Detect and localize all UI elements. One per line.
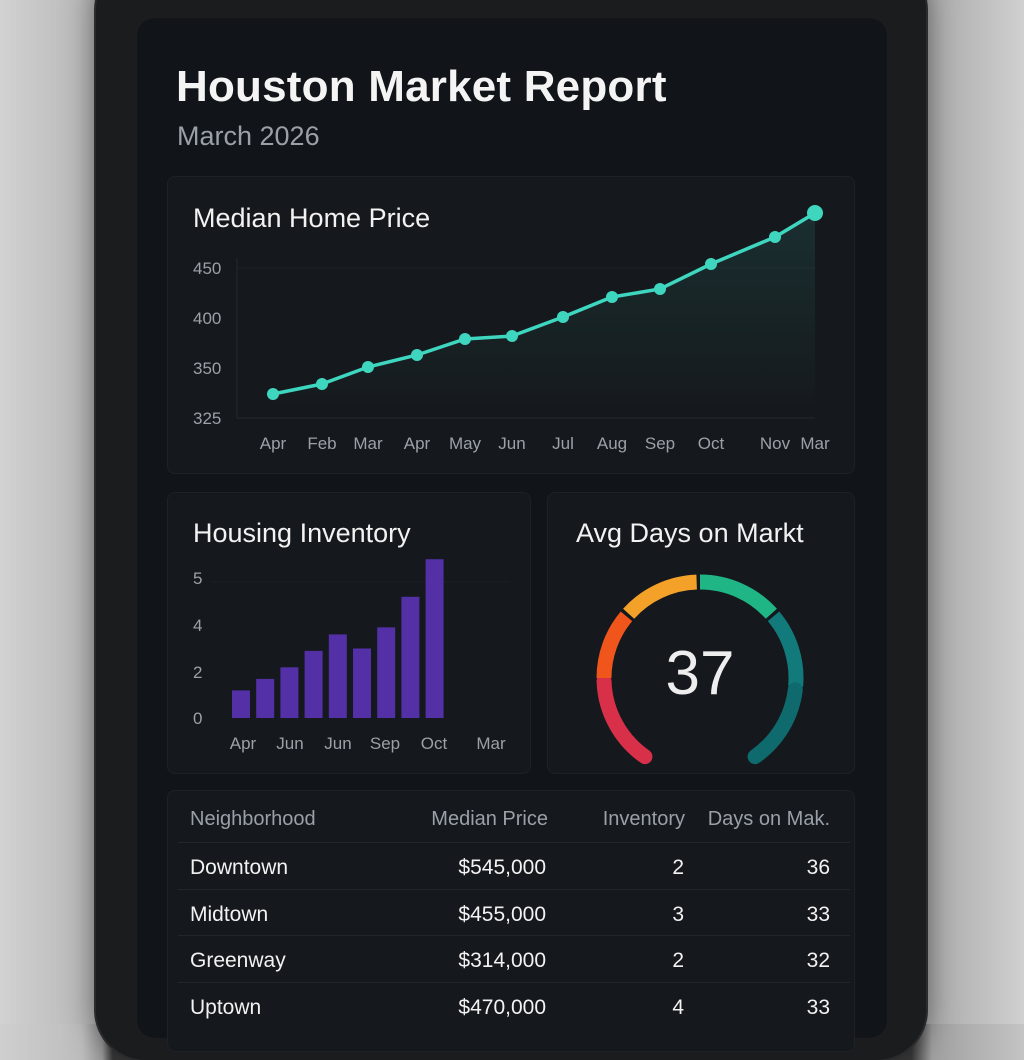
cell-inventory: 2 [672, 949, 684, 972]
header-days-on-market[interactable]: Days on Mak. [707, 808, 830, 830]
cell-neighborhood[interactable]: Midtown [190, 902, 269, 926]
median-price-title: Median Home Price [193, 203, 431, 233]
gauge-title: Avg Days on Markt [576, 518, 804, 548]
header-neighborhood[interactable]: Neighborhood [190, 808, 316, 830]
cell-days-on-market: 32 [806, 949, 830, 972]
row-divider [178, 842, 850, 843]
background-right [924, 0, 1024, 1024]
gauge-value: 37 [665, 639, 735, 708]
header-inventory[interactable]: Inventory [602, 808, 685, 830]
cell-days-on-market: 36 [806, 856, 830, 879]
page-subtitle: March 2026 [177, 121, 320, 151]
cell-inventory: 2 [672, 856, 684, 879]
cell-days-on-market: 33 [806, 902, 830, 926]
page-title: Houston Market Report [176, 62, 667, 111]
cell-median-price: $470,000 [458, 995, 546, 1019]
header-median-price[interactable]: Median Price [431, 808, 548, 830]
inventory-card [167, 492, 531, 774]
row-divider [178, 935, 850, 936]
cell-median-price: $545,000 [458, 856, 546, 879]
cell-neighborhood[interactable]: Downtown [190, 856, 289, 879]
cell-neighborhood[interactable]: Uptown [190, 995, 262, 1019]
cell-median-price: $455,000 [458, 902, 546, 926]
inventory-title: Housing Inventory [193, 518, 411, 548]
background-left [0, 0, 100, 1024]
row-divider [178, 981, 850, 983]
neighborhood-table [167, 790, 855, 1052]
row-divider [178, 888, 850, 890]
cell-days-on-market: 33 [806, 995, 830, 1019]
cell-neighborhood[interactable]: Greenway [190, 949, 286, 972]
cell-median-price: $314,000 [458, 949, 546, 972]
cell-inventory: 4 [672, 995, 684, 1019]
cell-inventory: 3 [672, 902, 684, 926]
